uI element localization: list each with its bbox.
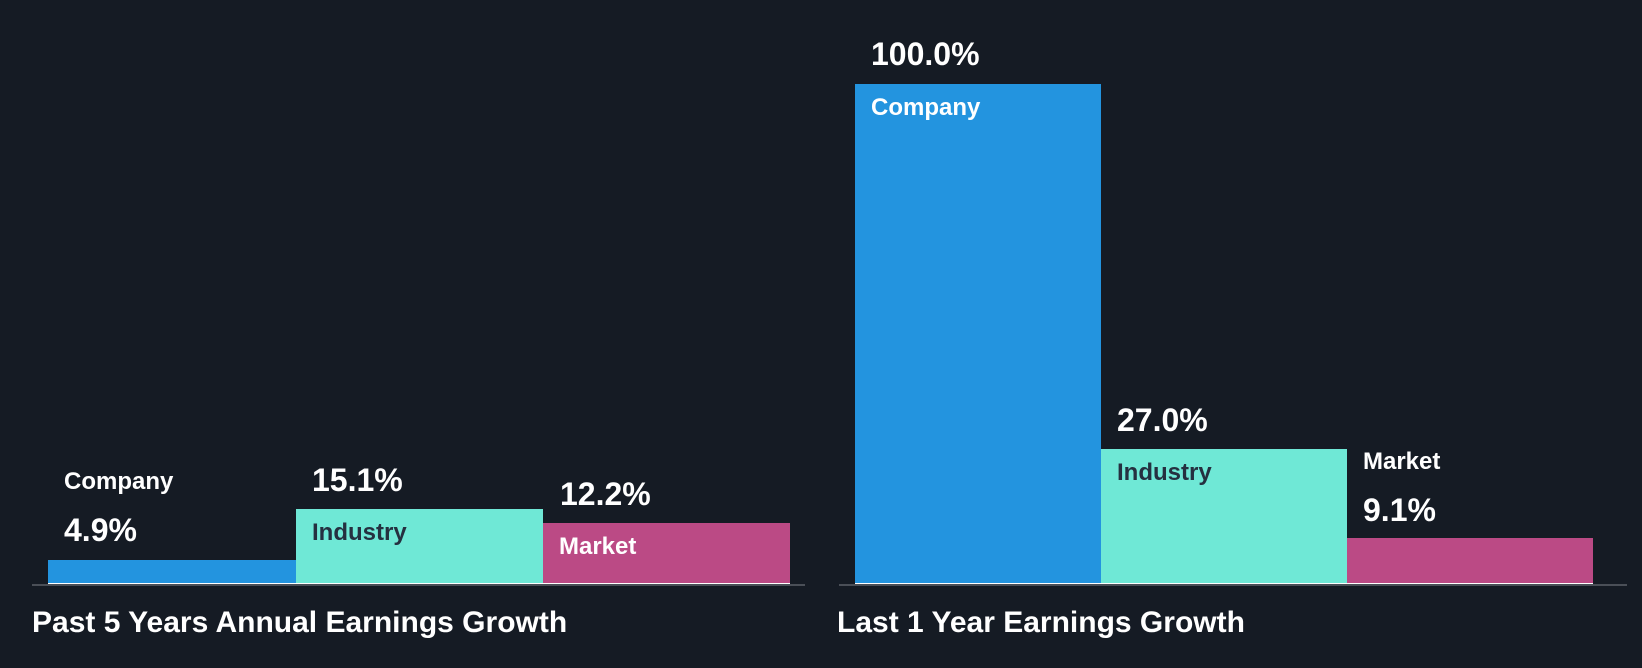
left-axis-line — [32, 584, 805, 586]
right-industry-label: Industry — [1117, 459, 1212, 486]
left-chart-panel: Company 4.9% 15.1% Industry 12.2% Market… — [32, 462, 805, 639]
left-company-bar — [48, 560, 296, 583]
left-industry-value: 15.1% — [312, 462, 403, 498]
left-industry-bar: Industry — [296, 509, 543, 583]
right-company-value: 100.0% — [871, 36, 980, 72]
right-market-value: 9.1% — [1363, 492, 1436, 528]
right-market-label: Market — [1363, 448, 1441, 475]
left-company-value: 4.9% — [64, 512, 137, 548]
left-industry-label: Industry — [312, 519, 407, 546]
right-industry-bar: Industry — [1101, 449, 1347, 583]
right-industry-value: 27.0% — [1117, 402, 1208, 438]
right-company-bar: Company — [855, 84, 1101, 583]
right-axis-line — [839, 584, 1627, 586]
right-chart-title: Last 1 Year Earnings Growth — [837, 606, 1245, 639]
left-chart-title: Past 5 Years Annual Earnings Growth — [32, 606, 568, 639]
right-company-label: Company — [871, 94, 981, 121]
left-market-label: Market — [559, 533, 637, 560]
left-market-bar: Market — [543, 523, 790, 583]
left-company-label: Company — [64, 468, 174, 495]
left-market-value: 12.2% — [560, 476, 651, 512]
right-market-bar — [1347, 538, 1593, 583]
right-chart-panel: 100.0% Company 27.0% Industry Market 9.1… — [821, 0, 1642, 668]
